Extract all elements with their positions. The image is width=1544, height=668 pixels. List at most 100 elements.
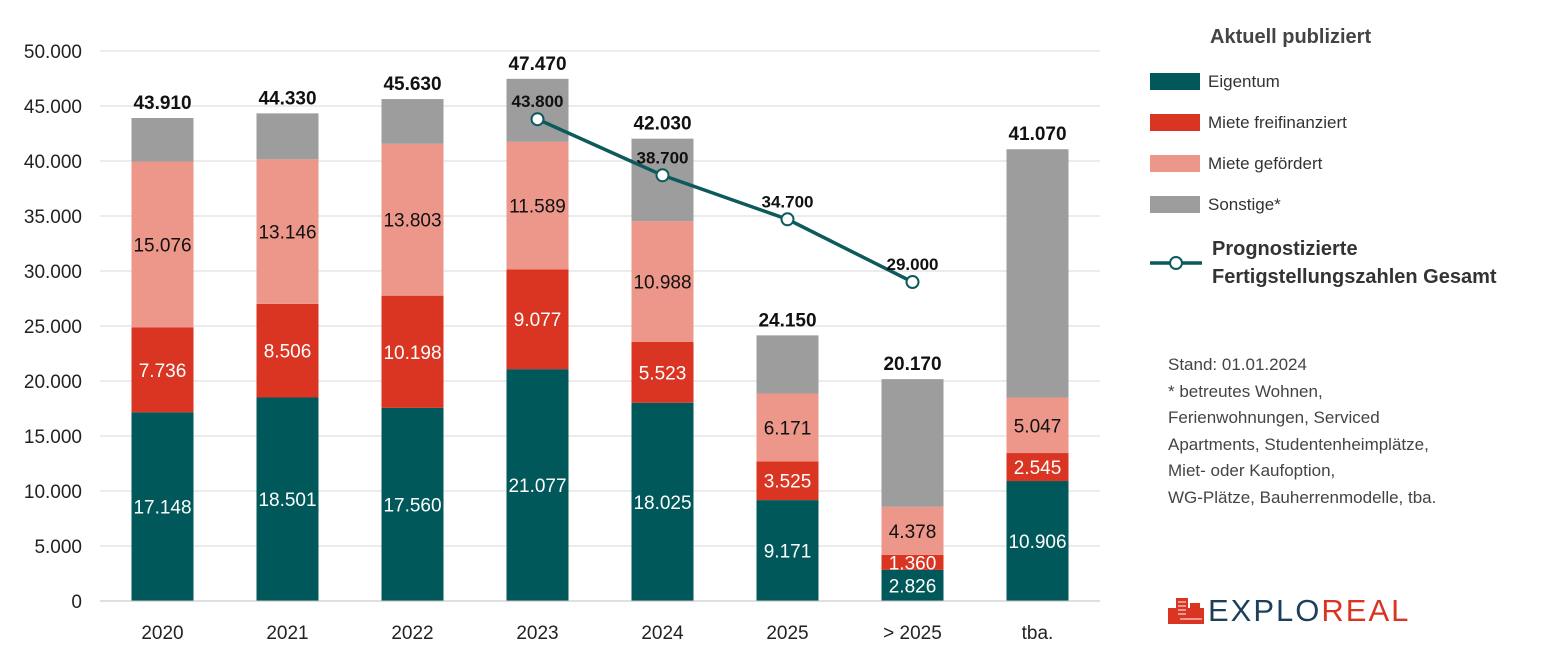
legend-swatch	[1150, 114, 1200, 131]
y-tick-label: 25.000	[24, 317, 82, 338]
legend: Aktuell publiziert Eigentum Miete freifin…	[1150, 26, 1540, 291]
legend-item: Miete gefördert	[1150, 143, 1540, 184]
bar-segment	[1006, 453, 1069, 482]
bar-segment	[756, 335, 819, 394]
y-tick-label: 20.000	[24, 372, 82, 393]
logo-text-explo: EXPLO	[1208, 593, 1322, 628]
legend-swatch	[1150, 196, 1200, 213]
total-label: 47.470	[508, 54, 566, 75]
forecast-label: 29.000	[887, 255, 939, 274]
legend-label-forecast: Prognostizierte Fertigstellungszahlen Ge…	[1212, 235, 1497, 291]
legend-item: Miete freifinanziert	[1150, 102, 1540, 143]
y-tick-label: 40.000	[24, 152, 82, 173]
bar-segment	[756, 500, 819, 601]
data-label: 17.148	[133, 498, 191, 519]
bar-segment	[131, 161, 194, 328]
logo-text-real: REAL	[1321, 593, 1411, 628]
note-line: Ferienwohnungen, Serviced	[1168, 408, 1380, 427]
bar-segment	[256, 303, 319, 398]
total-label: 42.030	[633, 114, 691, 135]
forecast-label: 38.700	[637, 148, 689, 167]
bar-segment	[256, 113, 319, 160]
data-label: 10.198	[383, 343, 441, 364]
legend-label: Sonstige*	[1208, 194, 1281, 214]
line-marker-icon	[1150, 256, 1202, 270]
data-label: 18.025	[633, 493, 691, 514]
bar-segment	[256, 397, 319, 601]
x-tick-label: 2024	[641, 623, 684, 644]
data-label: 1.360	[889, 553, 937, 574]
data-label: 5.047	[1014, 416, 1062, 437]
data-label: 8.506	[264, 342, 312, 363]
forecast-label: 43.800	[512, 92, 564, 111]
data-label: 18.501	[258, 490, 316, 511]
y-tick-label: 0	[71, 592, 82, 613]
bar-segment	[131, 412, 194, 601]
building-logo-icon	[1168, 598, 1204, 624]
total-label: 24.150	[758, 310, 816, 331]
legend-swatch	[1150, 155, 1200, 172]
bar-segment	[631, 402, 694, 601]
x-tick-label: 2021	[266, 623, 308, 644]
forecast-label: 34.700	[762, 192, 814, 211]
y-tick-label: 50.000	[24, 42, 82, 63]
x-tick-label: tba.	[1022, 623, 1054, 644]
note-line: WG-Plätze, Bauherrenmodelle, tba.	[1168, 487, 1437, 507]
bar-segment	[881, 506, 944, 555]
y-tick-label: 30.000	[24, 262, 82, 283]
x-tick-label: 2020	[141, 623, 183, 644]
bar-segment	[881, 554, 944, 570]
y-tick-label: 45.000	[24, 97, 82, 118]
data-label: 5.523	[639, 363, 687, 384]
legend-label-line2: Fertigstellungszahlen Gesamt	[1212, 266, 1497, 288]
total-label: 20.170	[883, 354, 941, 375]
data-label: 21.077	[508, 476, 566, 497]
data-label: 6.171	[764, 418, 812, 439]
footnote: Stand: 01.01.2024 * betreutes Wohnen, Fe…	[1168, 352, 1436, 511]
y-tick-label: 15.000	[24, 427, 82, 448]
bar-segment	[131, 117, 194, 162]
bar-segment	[1006, 397, 1069, 454]
forecast-point	[530, 112, 545, 127]
bar-segment	[1006, 481, 1069, 601]
total-label: 41.070	[1008, 124, 1066, 145]
data-label: 4.378	[889, 522, 937, 543]
data-label: 7.736	[139, 361, 187, 382]
y-tick-label: 35.000	[24, 207, 82, 228]
y-tick-label: 10.000	[24, 482, 82, 503]
note-line: Apartments, Studentenheimplätze,	[1168, 434, 1429, 454]
forecast-point	[655, 168, 670, 183]
x-tick-label: > 2025	[883, 623, 942, 644]
bar-segment	[381, 295, 444, 408]
legend-item-forecast-line: Prognostizierte Fertigstellungszahlen Ge…	[1150, 235, 1540, 291]
note-line: Stand: 01.01.2024	[1168, 355, 1307, 374]
forecast-point	[905, 275, 920, 289]
total-label: 44.330	[258, 88, 316, 109]
legend-item: Sonstige*	[1150, 184, 1540, 225]
y-tick-label: 5.000	[34, 537, 82, 558]
bar-segment	[506, 78, 569, 142]
data-label: 10.988	[633, 273, 691, 294]
data-label: 15.076	[133, 235, 191, 256]
total-label: 43.910	[133, 93, 191, 114]
data-label: 2.826	[889, 576, 937, 597]
bar-segment	[881, 569, 944, 601]
x-tick-label: 2025	[766, 623, 808, 644]
legend-label: Eigentum	[1208, 71, 1280, 91]
data-label: 9.077	[514, 310, 562, 331]
x-tick-label: 2023	[516, 623, 558, 644]
bar-segment	[131, 327, 194, 413]
bar-segment	[881, 379, 944, 507]
data-label: 13.803	[383, 211, 441, 232]
legend-label: Miete freifinanziert	[1208, 112, 1347, 132]
data-label: 3.525	[764, 472, 812, 493]
legend-item: Eigentum	[1150, 61, 1540, 102]
data-label: 9.171	[764, 542, 812, 563]
bar-segment	[381, 407, 444, 601]
bar-segment	[506, 141, 569, 270]
bar-segment	[506, 369, 569, 601]
data-label: 17.560	[383, 495, 441, 516]
bar-segment	[756, 461, 819, 501]
data-label: 11.589	[509, 197, 566, 218]
